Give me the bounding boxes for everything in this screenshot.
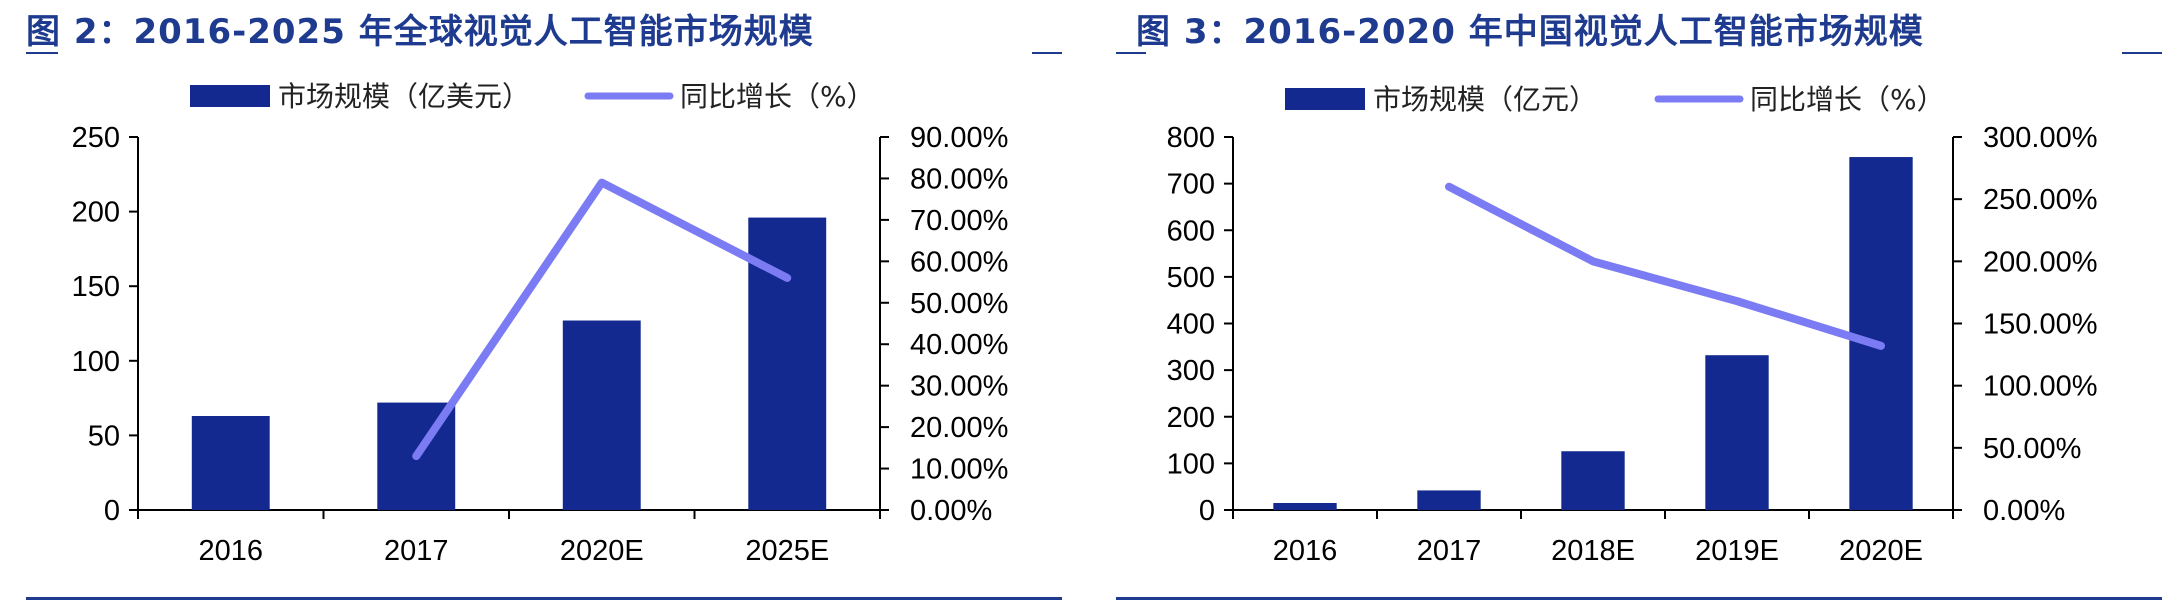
bar (191, 416, 270, 510)
bar (1273, 503, 1337, 510)
y-right-tick-label: 200.00% (1983, 246, 2098, 278)
bar (1849, 157, 1913, 510)
y-left-tick-label: 300 (1167, 355, 1215, 387)
growth-line (412, 178, 792, 461)
chart-title: 图 2：2016-2025 年全球视觉人工智能市场规模 (26, 12, 814, 52)
x-tick-label: 2016 (198, 535, 263, 567)
y-right-tick-label: 10.00% (910, 454, 1008, 486)
y-left-tick-label: 250 (72, 122, 120, 154)
y-right-tick-label: 50.00% (1983, 433, 2081, 465)
x-tick-label: 2018E (1551, 535, 1635, 567)
y-right-tick-label: 100.00% (1983, 371, 2098, 403)
y-right-tick-label: 30.00% (910, 371, 1008, 403)
bottom-rule (26, 597, 1062, 600)
y-left-tick-label: 400 (1167, 309, 1215, 341)
x-tick-label: 2020E (1839, 535, 1923, 567)
legend-bar-swatch (1285, 88, 1365, 110)
y-left-tick-label: 0 (1199, 495, 1215, 527)
growth-line (1445, 182, 1885, 350)
y-right-tick-label: 150.00% (1983, 309, 2098, 341)
y-right-tick-label: 0.00% (1983, 495, 2065, 527)
x-tick-label: 2016 (1273, 535, 1338, 567)
chart-panel-global: 图 2：2016-2025 年全球视觉人工智能市场规模 市场规模（亿美元） 同比增… (0, 0, 1070, 604)
title-rule-right (2122, 52, 2162, 54)
y-left-tick-label: 100 (72, 346, 120, 378)
y-left-tick-label: 500 (1167, 262, 1215, 294)
title-rule-left (1116, 52, 1146, 54)
bottom-rule (1116, 597, 2162, 600)
y-right-tick-label: 60.00% (910, 246, 1008, 278)
legend-label: 市场规模（亿美元） (278, 80, 530, 113)
y-left-tick-label: 600 (1167, 215, 1215, 247)
x-tick-label: 2025E (745, 535, 829, 567)
y-right-tick-label: 90.00% (910, 122, 1008, 154)
x-tick-label: 2019E (1695, 535, 1779, 567)
x-tick-label: 2017 (384, 535, 449, 567)
y-left-tick-label: 800 (1167, 122, 1215, 154)
y-right-tick-label: 80.00% (910, 163, 1008, 195)
x-tick-label: 2020E (560, 535, 644, 567)
bar (562, 320, 641, 510)
legend-label: 同比增长（%） (1750, 83, 1945, 116)
y-right-tick-label: 50.00% (910, 288, 1008, 320)
y-right-tick-label: 70.00% (910, 205, 1008, 237)
y-right-tick-label: 40.00% (910, 329, 1008, 361)
y-left-tick-label: 700 (1167, 169, 1215, 201)
legend-bar-swatch (190, 85, 270, 107)
title-rule-left (26, 52, 58, 54)
chart-panel-china: 图 3：2016-2020 年中国视觉人工智能市场规模 市场规模（亿元） 同比增长… (1110, 0, 2165, 604)
bar (1561, 451, 1625, 510)
chart-canvas: 市场规模（亿美元） 同比增长（%） 0 50 100 150 200 250 0.00% 10.0… (72, 80, 1009, 567)
y-right-tick-label: 20.00% (910, 412, 1008, 444)
y-right-tick-label: 0.00% (910, 495, 992, 527)
chart-canvas: 市场规模（亿元） 同比增长（%） 0 100 200 300 400 500 600 700 800… (1167, 83, 2098, 567)
x-tick-label: 2017 (1417, 535, 1482, 567)
y-left-tick-label: 50 (88, 420, 120, 452)
legend-label: 同比增长（%） (680, 80, 875, 113)
bar (1705, 355, 1769, 510)
y-left-tick-label: 200 (1167, 402, 1215, 434)
y-left-tick-label: 0 (104, 495, 120, 527)
chart-title: 图 3：2016-2020 年中国视觉人工智能市场规模 (1136, 12, 1924, 52)
legend-label: 市场规模（亿元） (1373, 83, 1597, 116)
y-left-tick-label: 100 (1167, 448, 1215, 480)
y-right-tick-label: 300.00% (1983, 122, 2098, 154)
title-rule-right (1032, 52, 1062, 54)
y-left-tick-label: 150 (72, 271, 120, 303)
y-right-tick-label: 250.00% (1983, 184, 2098, 216)
y-left-tick-label: 200 (72, 197, 120, 229)
bar (1417, 490, 1481, 510)
